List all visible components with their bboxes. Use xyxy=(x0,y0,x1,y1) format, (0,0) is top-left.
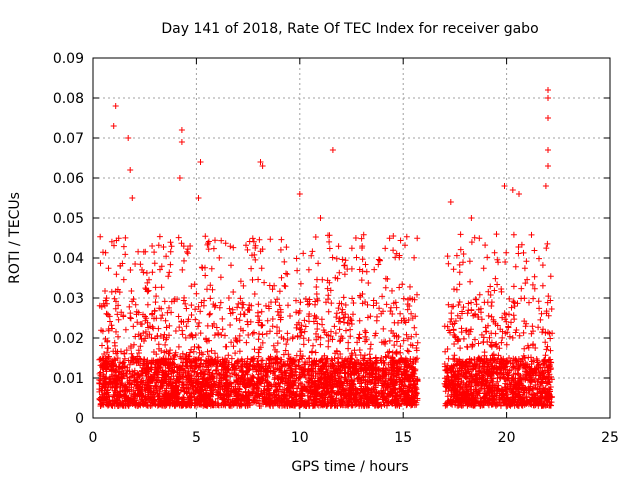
y-tick-label: 0.04 xyxy=(53,251,84,267)
y-tick-label: 0.08 xyxy=(53,91,84,107)
y-tick-label: 0.07 xyxy=(53,131,84,147)
y-tick-label: 0.05 xyxy=(53,211,84,227)
y-tick-label: 0.01 xyxy=(53,371,84,387)
x-tick-label: 10 xyxy=(291,430,309,446)
scatter-markers xyxy=(96,87,556,409)
y-tick-label: 0.02 xyxy=(53,331,84,347)
x-tick-label: 5 xyxy=(192,430,201,446)
data-points xyxy=(96,87,556,409)
y-tick-label: 0.03 xyxy=(53,291,84,307)
x-axis-label: GPS time / hours xyxy=(291,459,408,475)
y-tick-label: 0 xyxy=(75,411,84,427)
x-tick-label: 0 xyxy=(89,430,98,446)
y-tick-label: 0.06 xyxy=(53,171,84,187)
chart-title: Day 141 of 2018, Rate Of TEC Index for r… xyxy=(161,21,538,37)
x-tick-label: 25 xyxy=(601,430,619,446)
x-tick-label: 20 xyxy=(498,430,516,446)
y-tick-label: 0.09 xyxy=(53,51,84,67)
y-axis-label: ROTI / TECUs xyxy=(7,192,23,284)
axis-ticks: 0 5 10 15 20 25 0 0.01 0.02 0.03 0.04 0.05 0.06 0.07 0… xyxy=(53,51,619,446)
x-tick-label: 15 xyxy=(394,430,412,446)
plot-frame xyxy=(92,57,611,419)
